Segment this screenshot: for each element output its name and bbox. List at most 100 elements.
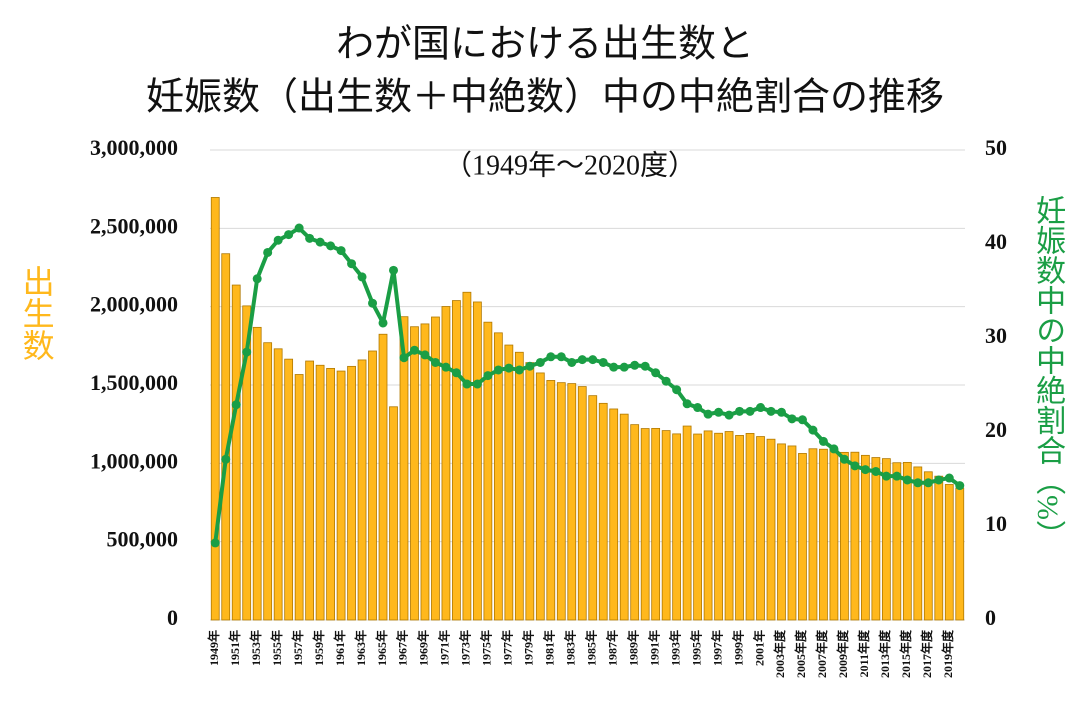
x-tick-label: 1991年 (646, 630, 661, 666)
bar (452, 300, 461, 621)
x-tick-label: 2001年 (751, 630, 766, 666)
y2-tick-label: 10 (985, 511, 1007, 536)
x-tick-label: 1951年 (227, 630, 242, 666)
marker (525, 361, 535, 371)
marker (368, 298, 378, 308)
bar (902, 461, 912, 621)
marker (252, 274, 262, 284)
marker (923, 478, 933, 488)
marker (672, 385, 682, 395)
x-tick-label: 1959年 (311, 630, 326, 666)
bar (850, 451, 860, 621)
x-tick-label: 1961年 (332, 630, 347, 666)
x-tick-label: 1975年 (479, 630, 494, 666)
marker (944, 473, 954, 483)
marker (567, 357, 577, 367)
marker (640, 361, 650, 371)
y2-tick-label: 50 (985, 135, 1007, 160)
x-tick-label: 1993年 (667, 630, 682, 666)
marker (776, 407, 786, 417)
bar (441, 306, 451, 621)
bar (378, 333, 388, 621)
marker (399, 353, 409, 363)
bar (483, 321, 493, 621)
bar (284, 358, 294, 621)
x-tick-label: 1999年 (730, 630, 745, 666)
bar (567, 383, 577, 621)
bar (777, 443, 786, 621)
bar (493, 332, 503, 621)
bar (724, 431, 734, 621)
bar (766, 438, 776, 621)
y2-tick-label: 30 (985, 323, 1007, 348)
marker (210, 538, 220, 548)
chart-title: 妊娠数（出生数＋中絶数）中の中絶割合の推移 (146, 77, 944, 119)
bar (661, 430, 671, 621)
bar (735, 435, 744, 621)
bar (252, 326, 262, 621)
marker (797, 415, 807, 425)
chart-subtitle: （1949年～2020度） (444, 149, 696, 181)
bar (808, 448, 818, 621)
bar (556, 382, 566, 621)
marker (839, 454, 849, 464)
y-tick-label: 2,500,000 (90, 213, 178, 238)
bar (682, 425, 692, 621)
bar (263, 342, 273, 621)
bar (672, 433, 682, 621)
marker (881, 471, 891, 481)
y-tick-label: 3,000,000 (90, 135, 178, 160)
marker (682, 399, 692, 409)
bar (305, 360, 315, 621)
marker (850, 461, 860, 471)
marker (892, 471, 902, 481)
marker (808, 425, 818, 435)
marker (818, 436, 828, 446)
bar (462, 291, 472, 621)
bar (535, 372, 545, 621)
bar (881, 458, 891, 621)
marker (619, 362, 629, 372)
bar (420, 323, 430, 621)
x-tick-label: 1953年 (248, 630, 263, 666)
marker (347, 259, 357, 269)
marker (483, 371, 493, 381)
bar (609, 408, 619, 621)
x-tick-label: 1989年 (625, 630, 640, 666)
bar (651, 427, 661, 621)
marker (651, 368, 661, 378)
x-tick-label: 2003年度 (772, 629, 787, 678)
bar (871, 457, 881, 621)
bar (745, 433, 755, 621)
y-tick-label: 1,500,000 (90, 370, 178, 395)
bar (619, 413, 629, 621)
bar (787, 445, 797, 621)
y-tick-label: 0 (167, 605, 178, 630)
marker (263, 247, 273, 257)
bar (504, 344, 514, 621)
bar (410, 326, 419, 621)
bar (944, 484, 954, 621)
bar (892, 462, 902, 621)
bar (640, 428, 650, 621)
bar (798, 453, 807, 621)
marker (724, 410, 734, 420)
x-tick-label: 1963年 (353, 630, 368, 666)
marker (284, 230, 294, 240)
marker (577, 355, 587, 365)
marker (389, 265, 399, 275)
marker (756, 403, 766, 413)
marker (535, 357, 545, 367)
y-tick-label: 2,000,000 (90, 292, 178, 317)
bar (242, 305, 252, 621)
marker (902, 475, 912, 485)
x-tick-label: 1949年 (206, 630, 221, 666)
marker (420, 350, 430, 360)
bar (703, 430, 713, 621)
marker (609, 362, 619, 372)
x-tick-label: 1981年 (542, 630, 557, 666)
bar (315, 364, 325, 621)
bar (347, 365, 356, 621)
x-tick-label: 1971年 (437, 630, 452, 666)
